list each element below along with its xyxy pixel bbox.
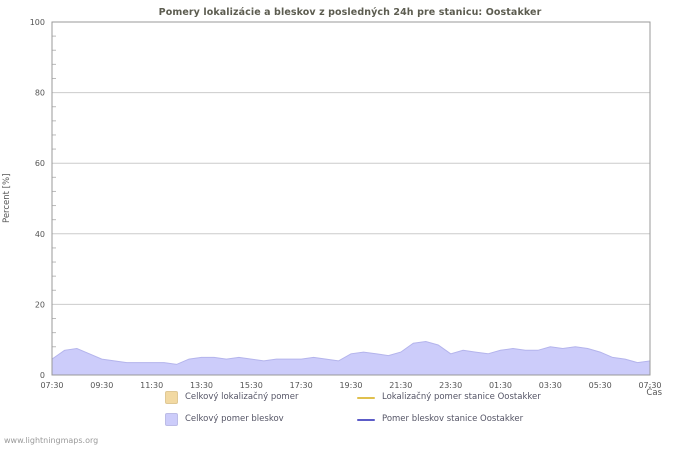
svg-text:20: 20 xyxy=(35,300,45,309)
y-axis-label: Percent [%] xyxy=(2,173,12,224)
svg-text:23:30: 23:30 xyxy=(439,381,462,390)
legend-item-station-strokes: Pomer bleskov stanice Oostakker xyxy=(357,413,541,426)
svg-text:17:30: 17:30 xyxy=(290,381,313,390)
legend-item-total-localization: Celkový lokalizačný pomer xyxy=(165,391,357,404)
total-strokes-swatch-icon xyxy=(165,413,178,426)
svg-text:19:30: 19:30 xyxy=(339,381,362,390)
svg-text:60: 60 xyxy=(35,159,45,168)
legend: Celkový lokalizačný pomer Lokalizačný po… xyxy=(165,391,541,426)
svg-text:03:30: 03:30 xyxy=(539,381,562,390)
legend-label: Lokalizačný pomer stanice Oostakker xyxy=(382,392,541,402)
station-localization-line-icon xyxy=(357,396,375,399)
svg-text:40: 40 xyxy=(35,230,45,239)
svg-text:100: 100 xyxy=(30,18,45,27)
legend-label: Celkový pomer bleskov xyxy=(185,414,284,424)
x-axis-label: Čas xyxy=(646,388,662,398)
station-strokes-line-icon xyxy=(357,418,375,421)
total-localization-swatch-icon xyxy=(165,391,178,404)
svg-text:80: 80 xyxy=(35,89,45,98)
svg-text:21:30: 21:30 xyxy=(389,381,412,390)
svg-text:07:30: 07:30 xyxy=(40,381,63,390)
svg-text:11:30: 11:30 xyxy=(140,381,163,390)
chart-title: Pomery lokalizácie a bleskov z poslednýc… xyxy=(158,7,542,18)
legend-item-station-localization: Lokalizačný pomer stanice Oostakker xyxy=(357,391,541,404)
svg-text:13:30: 13:30 xyxy=(190,381,213,390)
svg-text:01:30: 01:30 xyxy=(489,381,512,390)
svg-text:05:30: 05:30 xyxy=(589,381,612,390)
svg-text:07:30: 07:30 xyxy=(638,381,661,390)
legend-label: Celkový lokalizačný pomer xyxy=(185,392,299,402)
watermark: www.lightningmaps.org xyxy=(4,436,99,445)
svg-text:09:30: 09:30 xyxy=(90,381,113,390)
svg-text:0: 0 xyxy=(40,371,45,380)
svg-text:15:30: 15:30 xyxy=(240,381,263,390)
legend-item-total-strokes: Celkový pomer bleskov xyxy=(165,413,357,426)
legend-label: Pomer bleskov stanice Oostakker xyxy=(382,414,524,424)
